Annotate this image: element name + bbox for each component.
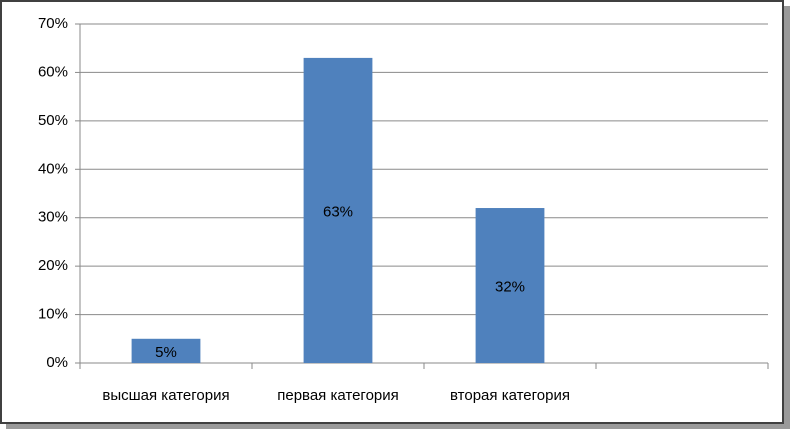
frame-shadow bbox=[6, 424, 790, 429]
data-label: 32% bbox=[495, 278, 525, 295]
y-tick-label: 50% bbox=[38, 112, 68, 129]
y-tick-label: 10% bbox=[38, 306, 68, 323]
frame-shadow bbox=[784, 6, 790, 427]
x-tick-label: первая категория bbox=[277, 387, 399, 404]
x-tick-label: высшая категория bbox=[102, 387, 229, 404]
bar bbox=[475, 208, 545, 363]
x-tick-label: вторая категория bbox=[450, 387, 570, 404]
bar bbox=[131, 338, 201, 363]
y-tick-label: 70% bbox=[38, 15, 68, 32]
data-label: 63% bbox=[323, 203, 353, 220]
y-tick-label: 30% bbox=[38, 209, 68, 226]
y-tick-label: 60% bbox=[38, 63, 68, 80]
y-tick-label: 0% bbox=[46, 354, 68, 371]
y-tick-label: 40% bbox=[38, 160, 68, 177]
data-label: 5% bbox=[155, 344, 177, 361]
bar bbox=[303, 57, 373, 364]
y-tick-label: 20% bbox=[38, 257, 68, 274]
chart-frame bbox=[0, 0, 784, 424]
